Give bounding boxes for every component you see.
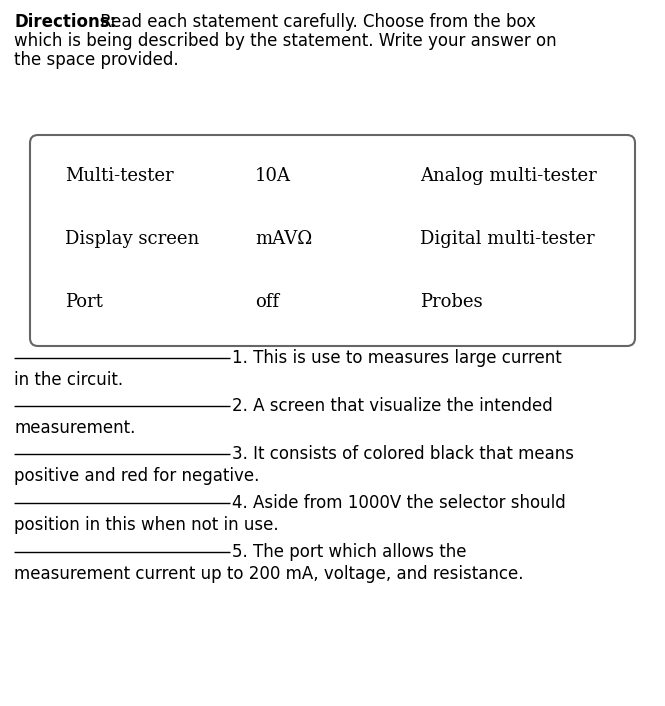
Text: the space provided.: the space provided. xyxy=(14,51,179,69)
Text: 1. This is use to measures large current: 1. This is use to measures large current xyxy=(232,349,562,367)
Text: 2. A screen that visualize the intended: 2. A screen that visualize the intended xyxy=(232,397,553,415)
Text: Probes: Probes xyxy=(420,293,483,311)
Text: Display screen: Display screen xyxy=(65,230,200,248)
Text: Digital multi-tester: Digital multi-tester xyxy=(420,230,595,248)
Text: position in this when not in use.: position in this when not in use. xyxy=(14,516,279,534)
Text: Directions:: Directions: xyxy=(14,13,116,31)
Text: measurement.: measurement. xyxy=(14,419,136,437)
FancyBboxPatch shape xyxy=(30,135,635,346)
Text: mAVΩ: mAVΩ xyxy=(255,230,313,248)
Text: 5. The port which allows the: 5. The port which allows the xyxy=(232,543,467,561)
Text: Read each statement carefully. Choose from the box: Read each statement carefully. Choose fr… xyxy=(95,13,536,31)
Text: Analog multi-tester: Analog multi-tester xyxy=(420,167,597,185)
Text: 3. It consists of colored black that means: 3. It consists of colored black that mea… xyxy=(232,445,574,463)
Text: measurement current up to 200 mA, voltage, and resistance.: measurement current up to 200 mA, voltag… xyxy=(14,565,523,583)
Text: 4. Aside from 1000V the selector should: 4. Aside from 1000V the selector should xyxy=(232,494,566,512)
Text: Multi-tester: Multi-tester xyxy=(65,167,174,185)
Text: in the circuit.: in the circuit. xyxy=(14,371,123,389)
Text: off: off xyxy=(255,293,279,311)
Text: which is being described by the statement. Write your answer on: which is being described by the statemen… xyxy=(14,32,557,50)
Text: 10A: 10A xyxy=(255,167,291,185)
Text: positive and red for negative.: positive and red for negative. xyxy=(14,467,259,485)
Text: Port: Port xyxy=(65,293,103,311)
